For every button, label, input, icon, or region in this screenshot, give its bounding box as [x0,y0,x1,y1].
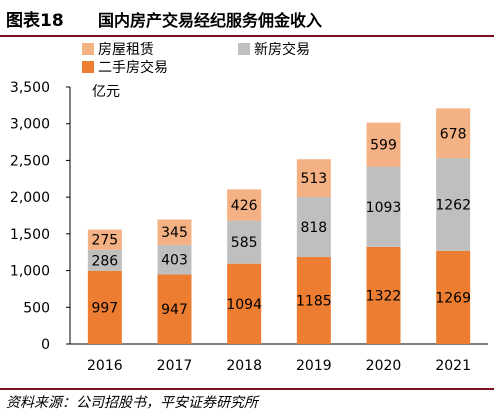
legend-swatch [82,43,94,55]
bar-segment [227,263,262,344]
bar-segment [436,158,471,251]
bar-segment [227,189,262,221]
bar-segment [366,122,401,167]
y-tick-label: 500 [23,300,50,316]
x-tick-label: 2017 [157,358,193,374]
x-tick-label: 2018 [226,358,262,374]
legend-label: 房屋租赁 [98,42,154,58]
data-label: 997 [91,300,118,316]
figure-title: 国内房产交易经纪服务佣金收入 [98,11,323,30]
bar-segment [366,246,401,344]
y-tick-label: 3,500 [10,80,50,96]
source-note: 资料来源：公司招股书，平安证券研究所 [6,395,258,411]
bar-segment [436,250,471,344]
y-axis: 0 500 1,000 1,500 2,000 2,500 3,000 3,500 [10,80,71,353]
data-label: 1094 [226,297,262,313]
figure-header: 图表18 国内房产交易经纪服务佣金收入 [0,0,494,34]
bar-segment [366,166,401,247]
data-label: 403 [161,253,188,269]
bar-segment [296,159,331,197]
bar-segment [157,244,192,275]
y-tick-label: 2,000 [10,190,50,206]
data-label: 345 [161,225,188,241]
figure-label: 图表18 [6,11,64,31]
x-tick-label: 2016 [87,358,123,374]
data-label: 286 [91,253,118,269]
data-label: 1269 [435,290,471,306]
bar-segment [157,274,192,344]
y-axis-label: 亿元 [92,84,120,100]
legend-swatch [82,61,94,73]
bar-segment [157,219,192,245]
bar-segment [436,108,471,159]
header-rule [0,35,494,37]
bar-segment [87,229,122,250]
y-tick-label: 3,000 [10,117,50,133]
data-label: 1322 [366,288,402,304]
data-label: 513 [300,171,327,187]
bar-segment [296,256,331,344]
legend-label: 二手房交易 [98,59,168,76]
x-tick-label: 2021 [435,358,471,374]
data-label: 585 [231,235,258,251]
bar-segment [296,196,331,257]
legend-label: 新房交易 [254,41,310,58]
data-label: 678 [440,126,467,142]
data-label: 275 [91,233,118,249]
data-label: 599 [370,138,397,154]
data-label: 1093 [366,200,402,216]
data-label: 1185 [296,293,332,309]
y-tick-label: 0 [41,337,50,353]
data-label: 426 [231,198,258,214]
bar-segment [87,270,122,344]
bar-segment [227,220,262,264]
footer-rule [0,388,494,390]
data-label: 818 [300,220,327,236]
legend-swatch [238,43,250,55]
y-tick-label: 2,500 [10,153,50,169]
x-axis: 2016 2017 2018 2019 2020 2021 [70,343,488,374]
bar-segment [87,249,122,271]
y-tick-label: 1,500 [10,227,50,243]
data-label: 947 [161,302,188,318]
bars: 997 286 275 947 403 345 1094 585 426 1185 818 513 13… [87,108,471,344]
data-label: 1262 [435,197,471,213]
x-tick-label: 2020 [366,358,402,374]
x-tick-label: 2019 [296,358,332,374]
y-tick-label: 1,000 [10,264,50,280]
